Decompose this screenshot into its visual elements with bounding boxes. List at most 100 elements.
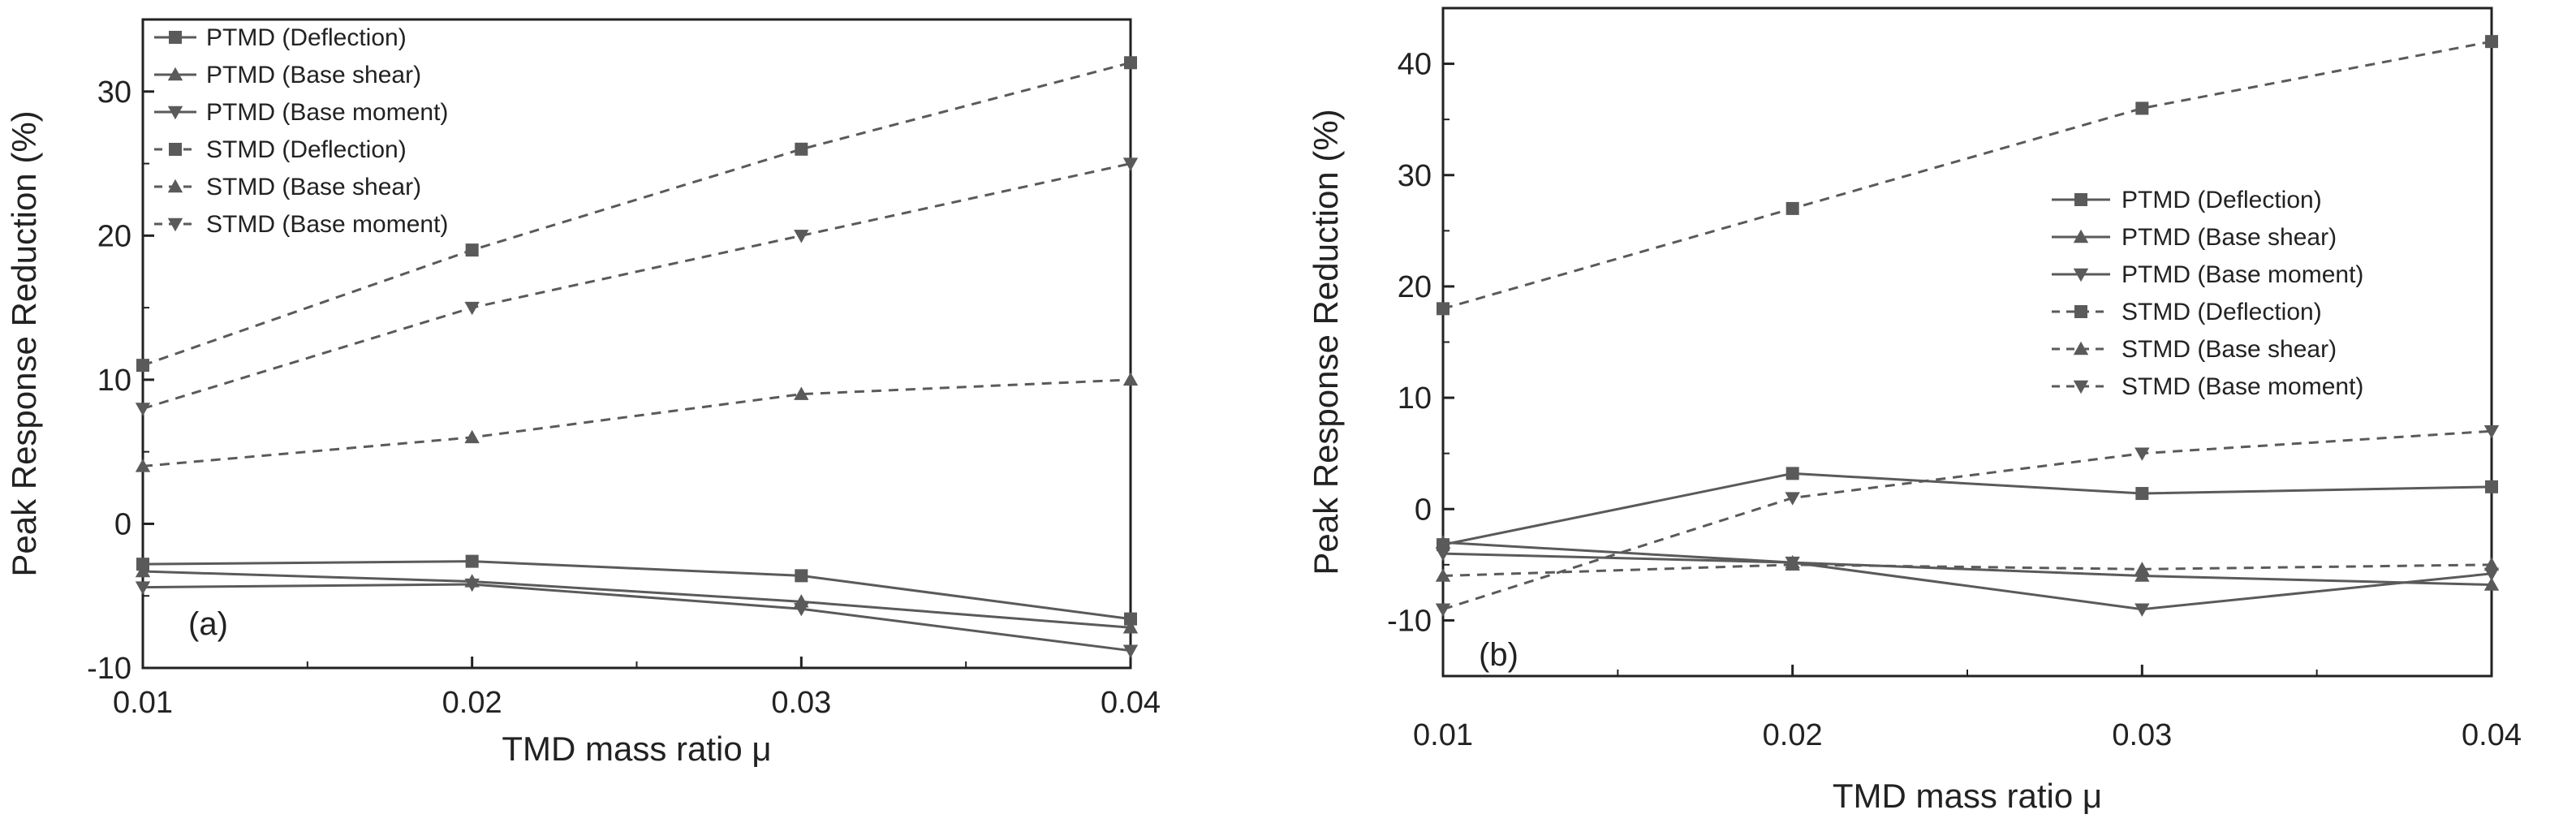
panel-a-legend-marker bbox=[167, 67, 183, 81]
panel-b-data-point bbox=[1785, 492, 1800, 506]
panel-b-data-point bbox=[1435, 603, 1451, 617]
panel-b-data-point bbox=[2134, 603, 2150, 617]
panel-b-legend-marker bbox=[2073, 229, 2089, 243]
panel-b-series-line bbox=[1442, 472, 2492, 546]
panel-b-legend-marker bbox=[2074, 305, 2087, 318]
panel-a-legend-label: PTMD (Deflection) bbox=[206, 24, 407, 51]
panel-b-x-axis-title: TMD mass ratio μ bbox=[1833, 777, 2102, 815]
panel-b-series-6 bbox=[1435, 425, 2500, 617]
panel-a-y-axis-title: Peak Response Reduction (%) bbox=[5, 110, 43, 576]
panel-a-legend-marker bbox=[169, 143, 182, 156]
panel-a-data-point bbox=[795, 142, 808, 156]
panel-b-x-tick-label: 0.04 bbox=[2462, 718, 2522, 752]
panel-a-series-line bbox=[142, 560, 1131, 621]
panel-b-y-tick-label: 0 bbox=[1415, 493, 1432, 527]
panel-a-legend-label: STMD (Base moment) bbox=[206, 211, 448, 238]
panel-b-series-1 bbox=[1437, 467, 2498, 552]
panel-b-data-point bbox=[1786, 467, 1799, 480]
panel-b-series-5 bbox=[1435, 557, 2500, 582]
panel-a-series-5 bbox=[135, 372, 1139, 472]
panel-b-y-tick-label: 20 bbox=[1398, 270, 1432, 304]
panel-a-series-3 bbox=[135, 578, 1139, 658]
panel-b-legend-label: PTMD (Base moment) bbox=[2122, 261, 2363, 288]
panel-b-legend-label: PTMD (Base shear) bbox=[2122, 224, 2337, 251]
panel-a-y-tick-label: 0 bbox=[114, 507, 131, 541]
panel-a-data-point bbox=[1124, 612, 1137, 626]
panel-b-legend-label: PTMD (Deflection) bbox=[2122, 187, 2322, 213]
panel-b-legend-marker bbox=[2074, 193, 2087, 206]
panel-b-x-tick-label: 0.03 bbox=[2112, 718, 2172, 752]
panel-b-data-point bbox=[2134, 568, 2150, 582]
panel-b-series-line bbox=[1442, 40, 2492, 310]
panel-a-y-tick-label: 10 bbox=[97, 364, 131, 398]
panel-b-data-point bbox=[1435, 535, 1451, 549]
panel-b-data-point bbox=[2483, 567, 2500, 582]
panel-b-data-point bbox=[2135, 487, 2149, 501]
panel-b-data-point bbox=[2483, 557, 2500, 571]
panel-b-series-4 bbox=[1437, 35, 2498, 316]
panel-a-data-point bbox=[794, 230, 809, 243]
panel-a-series-line bbox=[142, 570, 1131, 629]
panel-a-x-axis-title: TMD mass ratio μ bbox=[502, 730, 771, 768]
panel-a-y-tick-label: 30 bbox=[97, 75, 131, 110]
panel-b-y-tick-label: 10 bbox=[1398, 381, 1432, 416]
panel-b-data-point bbox=[1435, 547, 1451, 562]
panel-b-data-point bbox=[2483, 425, 2500, 439]
panel-a-x-tick-label: 0.01 bbox=[113, 686, 173, 720]
panel-b-legend-marker bbox=[2073, 341, 2089, 355]
panel-b-data-point bbox=[1786, 201, 1799, 215]
panel-a-legend-label: STMD (Deflection) bbox=[206, 136, 407, 163]
panel-a-series-4 bbox=[136, 56, 1137, 373]
panel-a-series-line bbox=[142, 61, 1131, 367]
panel-b-series-line bbox=[1442, 541, 2492, 587]
panel-a-data-point bbox=[795, 569, 808, 583]
panel-a-legend-marker bbox=[169, 31, 182, 44]
panel-b-legend-label: STMD (Base shear) bbox=[2122, 336, 2337, 363]
panel-b-y-tick-label: 40 bbox=[1398, 48, 1432, 82]
panel-b-data-point bbox=[2485, 480, 2498, 493]
panel-b: 0.01 0.02 0.03 0.04 -10 0 10 20 30 40 TMD mass rat… bbox=[1307, 6, 2522, 815]
panel-a-data-point bbox=[794, 386, 809, 400]
panel-a-data-point bbox=[464, 429, 480, 444]
panel-b-data-point bbox=[2134, 447, 2150, 461]
panel-b-series-line bbox=[1442, 429, 2492, 611]
panel-b-data-point bbox=[1437, 302, 1450, 316]
panel-a-x-tick-label: 0.04 bbox=[1101, 686, 1161, 720]
panel-a-data-point bbox=[1122, 644, 1139, 658]
panel-a-legend-label: PTMD (Base moment) bbox=[206, 99, 448, 126]
panel-b-series-2 bbox=[1435, 535, 2500, 591]
panel-a-y-tick-label: -10 bbox=[87, 652, 131, 686]
panel-b-series-line bbox=[1442, 552, 2492, 611]
panel-b-data-point bbox=[2485, 35, 2498, 49]
panel-a-series-1 bbox=[136, 554, 1137, 626]
panel-b-legend-marker bbox=[2073, 268, 2089, 282]
panel-b-data-point bbox=[2134, 562, 2150, 575]
panel-a-data-point bbox=[464, 301, 480, 316]
panel-a-series-line bbox=[142, 162, 1131, 410]
panel-a-legend-marker bbox=[167, 179, 183, 193]
panel-b-data-point bbox=[1435, 568, 1451, 582]
panel-b-y-tick-label: -10 bbox=[1387, 604, 1432, 638]
panel-a-legend-marker bbox=[167, 218, 183, 232]
panel-b-data-point bbox=[1785, 557, 1800, 571]
panel-a-series-6 bbox=[135, 157, 1139, 416]
panel-a-data-point bbox=[135, 403, 151, 416]
panel-a-data-point bbox=[1122, 620, 1139, 634]
panel-a-data-point bbox=[794, 603, 809, 617]
panel-b-y-tick-label: 30 bbox=[1398, 159, 1432, 193]
panel-a-data-point bbox=[465, 243, 479, 257]
panel-a-data-point bbox=[135, 563, 151, 578]
panel-a-series-line bbox=[142, 378, 1131, 467]
panel-b-data-point bbox=[2135, 101, 2149, 115]
panel-a-legend: PTMD (Deflection) PTMD (Base shear) PTMD (… bbox=[154, 24, 448, 238]
panel-a-data-point bbox=[135, 581, 151, 595]
panel-a-data-point bbox=[464, 578, 480, 592]
panel-b-legend-marker bbox=[2073, 380, 2089, 394]
panel-b-data-point bbox=[2483, 577, 2500, 591]
panel-a-data-point bbox=[1122, 157, 1139, 171]
panel-a-series-2 bbox=[135, 563, 1139, 634]
panel-b-series-3 bbox=[1435, 547, 2500, 617]
panel-b-legend: PTMD (Deflection) PTMD (Base shear) PTMD (… bbox=[2052, 187, 2363, 400]
panel-a-legend-label: PTMD (Base shear) bbox=[206, 62, 421, 88]
